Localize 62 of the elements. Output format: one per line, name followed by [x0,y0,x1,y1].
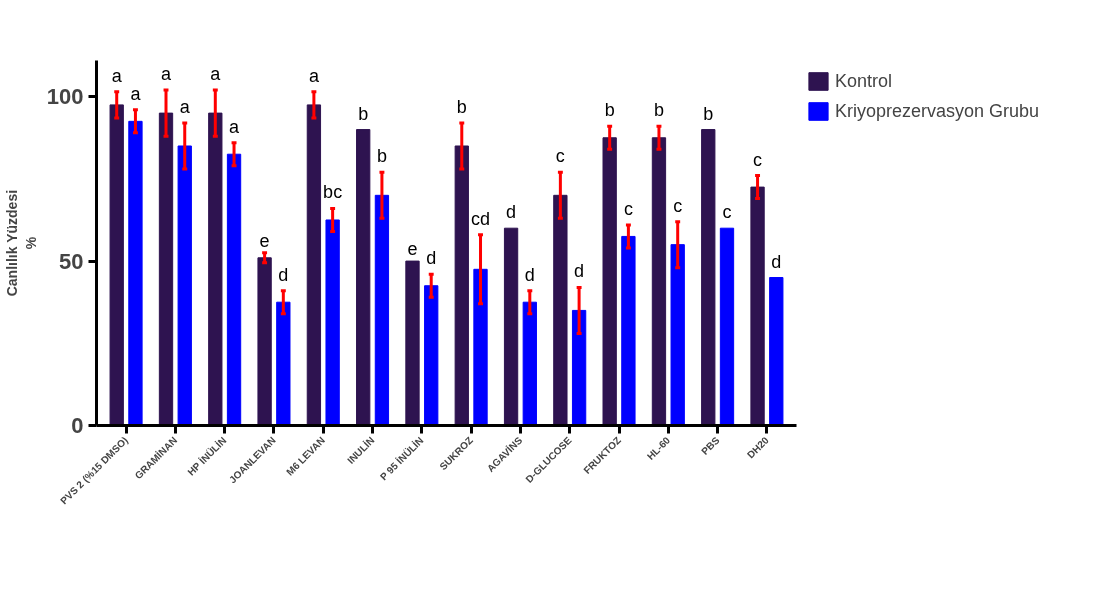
data-label: b [604,100,615,121]
bar [701,129,716,426]
data-label: a [308,65,320,86]
legend-label: Kriyoprezervasyon Grubu [835,100,1040,122]
data-label: b [456,96,467,117]
bar [769,277,784,426]
data-label: c [623,198,633,219]
data-label: d [278,264,289,285]
data-label: c [673,195,683,216]
data-label: e [259,230,270,251]
data-label: d [506,202,517,223]
data-label: a [210,64,222,85]
bar [553,194,568,426]
data-label: bc [323,182,343,203]
bar [651,137,667,426]
data-label: a [179,96,191,117]
data-label: b [376,146,387,167]
data-label: c [753,149,763,170]
data-label: cd [471,208,491,229]
data-label: b [703,103,714,124]
data-label: c [555,146,565,167]
y-tick-label: 100 [46,84,84,110]
bar [306,104,322,426]
bar [109,104,124,426]
bar [719,227,735,426]
bar [602,137,617,426]
y-tick-label: 0 [71,413,84,438]
bar [177,145,192,426]
data-label: d [771,251,782,272]
bar [503,227,519,426]
bar [158,112,174,426]
bar [621,235,636,426]
data-label: c [722,202,732,223]
bar [454,145,469,426]
bar [571,309,587,426]
bar [208,112,223,426]
data-label: d [574,261,585,282]
bar [128,120,143,426]
data-label: a [130,83,142,104]
bar [405,260,420,426]
bar [522,301,537,426]
bar [356,129,371,426]
bar [276,301,291,426]
bar [750,186,765,426]
data-label: b [653,100,664,121]
data-label: a [229,116,241,137]
y-tick-label: 50 [59,248,84,274]
bar [670,244,685,426]
y-axis-title: Canlılık Yüzdesi % [3,189,39,297]
bar [226,153,242,426]
bar [257,257,272,426]
bar [473,268,488,426]
data-label: a [111,65,123,86]
legend-label: Kontrol [835,70,893,92]
data-label: a [161,64,172,85]
data-label: e [407,239,418,260]
data-label: d [426,248,437,269]
data-label: b [358,103,369,124]
bar [325,219,340,426]
data-label: d [524,264,535,285]
bar [374,194,390,426]
bar [424,285,439,426]
